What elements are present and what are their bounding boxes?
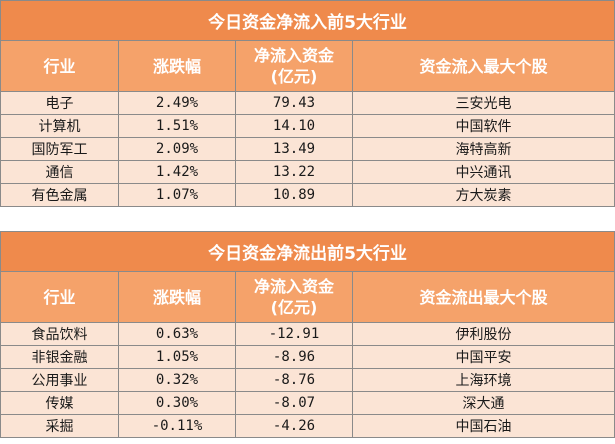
net-flow-cell: -4.26 — [235, 414, 353, 438]
change-cell: 2.49% — [118, 91, 236, 115]
change-cell: 2.09% — [118, 137, 236, 161]
table-row: 食品饮料 0.63% -12.91 伊利股份 — [0, 322, 615, 346]
industry-cell: 通信 — [0, 160, 119, 184]
outflow-header-stock: 资金流出最大个股 — [351, 271, 615, 323]
table-row: 通信 1.42% 13.22 中兴通讯 — [0, 160, 615, 184]
top-stock-cell: 方大炭素 — [351, 183, 615, 207]
net-flow-cell: 14.10 — [235, 114, 353, 138]
outflow-table: 今日资金净流出前5大行业 行业 涨跌幅 净流入资金 (亿元) 资金流出最大个股 … — [0, 231, 615, 438]
change-cell: 1.07% — [118, 183, 236, 207]
table-row: 有色金属 1.07% 10.89 方大炭素 — [0, 183, 615, 207]
top-stock-cell: 中兴通讯 — [351, 160, 615, 184]
outflow-header-net: 净流入资金 (亿元) — [235, 271, 353, 323]
industry-cell: 国防军工 — [0, 137, 119, 161]
table-row: 计算机 1.51% 14.10 中国软件 — [0, 114, 615, 138]
change-cell: 0.32% — [118, 368, 236, 392]
table-row: 非银金融 1.05% -8.96 中国平安 — [0, 345, 615, 369]
net-flow-cell: 10.89 — [235, 183, 353, 207]
table-row: 国防军工 2.09% 13.49 海特高新 — [0, 137, 615, 161]
inflow-header-industry: 行业 — [0, 40, 119, 92]
change-cell: 0.63% — [118, 322, 236, 346]
net-flow-cell: -12.91 — [235, 322, 353, 346]
inflow-header-change: 涨跌幅 — [118, 40, 236, 92]
top-stock-cell: 三安光电 — [351, 91, 615, 115]
outflow-header-industry: 行业 — [0, 271, 119, 323]
top-stock-cell: 上海环境 — [351, 368, 615, 392]
table-row: 传媒 0.30% -8.07 深大通 — [0, 391, 615, 415]
industry-cell: 计算机 — [0, 114, 119, 138]
change-cell: 0.30% — [118, 391, 236, 415]
net-flow-cell: 79.43 — [235, 91, 353, 115]
net-flow-cell: -8.76 — [235, 368, 353, 392]
top-stock-cell: 中国平安 — [351, 345, 615, 369]
top-stock-cell: 海特高新 — [351, 137, 615, 161]
top-stock-cell: 中国石油 — [351, 414, 615, 438]
change-cell: 1.51% — [118, 114, 236, 138]
table-row: 采掘 -0.11% -4.26 中国石油 — [0, 414, 615, 438]
industry-cell: 公用事业 — [0, 368, 119, 392]
table-row: 电子 2.49% 79.43 三安光电 — [0, 91, 615, 115]
industry-cell: 食品饮料 — [0, 322, 119, 346]
industry-cell: 传媒 — [0, 391, 119, 415]
outflow-title: 今日资金净流出前5大行业 — [0, 231, 615, 272]
outflow-header-change: 涨跌幅 — [118, 271, 236, 323]
net-flow-cell: 13.22 — [235, 160, 353, 184]
inflow-header-net: 净流入资金 (亿元) — [235, 40, 353, 92]
top-stock-cell: 中国软件 — [351, 114, 615, 138]
inflow-table: 今日资金净流入前5大行业 行业 涨跌幅 净流入资金 (亿元) 资金流入最大个股 … — [0, 0, 615, 207]
inflow-header-stock: 资金流入最大个股 — [351, 40, 615, 92]
industry-cell: 有色金属 — [0, 183, 119, 207]
inflow-title: 今日资金净流入前5大行业 — [0, 0, 615, 41]
change-cell: 1.05% — [118, 345, 236, 369]
net-flow-cell: -8.96 — [235, 345, 353, 369]
net-flow-cell: -8.07 — [235, 391, 353, 415]
industry-cell: 电子 — [0, 91, 119, 115]
industry-cell: 采掘 — [0, 414, 119, 438]
top-stock-cell: 伊利股份 — [351, 322, 615, 346]
industry-cell: 非银金融 — [0, 345, 119, 369]
change-cell: 1.42% — [118, 160, 236, 184]
net-flow-cell: 13.49 — [235, 137, 353, 161]
change-cell: -0.11% — [118, 414, 236, 438]
table-row: 公用事业 0.32% -8.76 上海环境 — [0, 368, 615, 392]
top-stock-cell: 深大通 — [351, 391, 615, 415]
